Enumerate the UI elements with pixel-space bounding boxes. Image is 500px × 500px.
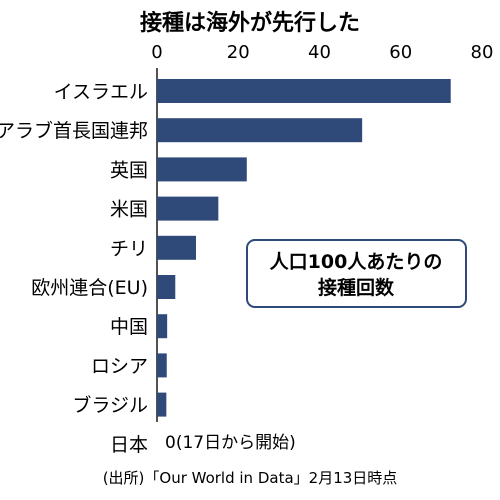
bar: [157, 235, 196, 260]
category-label: 英国: [110, 159, 148, 181]
x-axis-ticks: 0 20 40 60 80: [151, 42, 493, 63]
x-tick-label: 80: [471, 42, 494, 63]
x-tick-label: 20: [227, 42, 250, 63]
bar: [157, 275, 176, 299]
legend-box: [246, 239, 467, 308]
category-label: 欧州連合(EU): [31, 277, 148, 299]
bar: [157, 392, 167, 417]
category-label: 米国: [110, 199, 148, 221]
bar: [157, 118, 363, 143]
legend-line-2: 接種回数: [318, 276, 395, 299]
category-label: 中国: [110, 316, 148, 338]
x-tick-label: 40: [308, 42, 331, 63]
bar: [157, 157, 247, 182]
category-label: 日本: [110, 434, 148, 456]
category-label: チリ: [110, 238, 148, 260]
japan-annotation: 0(17日から開始): [165, 433, 296, 453]
bar: [157, 353, 167, 378]
category-label: アラブ首長国連邦: [0, 119, 148, 142]
legend-line-1: 人口100人あたりの: [270, 251, 443, 273]
category-label: ロシア: [91, 355, 148, 377]
chart-title: 接種は海外が先行した: [140, 10, 360, 36]
bar: [157, 196, 219, 221]
x-tick-label: 0: [151, 42, 162, 63]
category-label: ブラジル: [72, 394, 148, 417]
x-tick-label: 60: [389, 42, 412, 63]
source-note: (出所)「Our World in Data」2月13日時点: [103, 469, 398, 487]
bar: [157, 314, 168, 339]
bars: [157, 79, 451, 417]
category-label: イスラエル: [54, 81, 148, 103]
bar: [157, 79, 451, 103]
